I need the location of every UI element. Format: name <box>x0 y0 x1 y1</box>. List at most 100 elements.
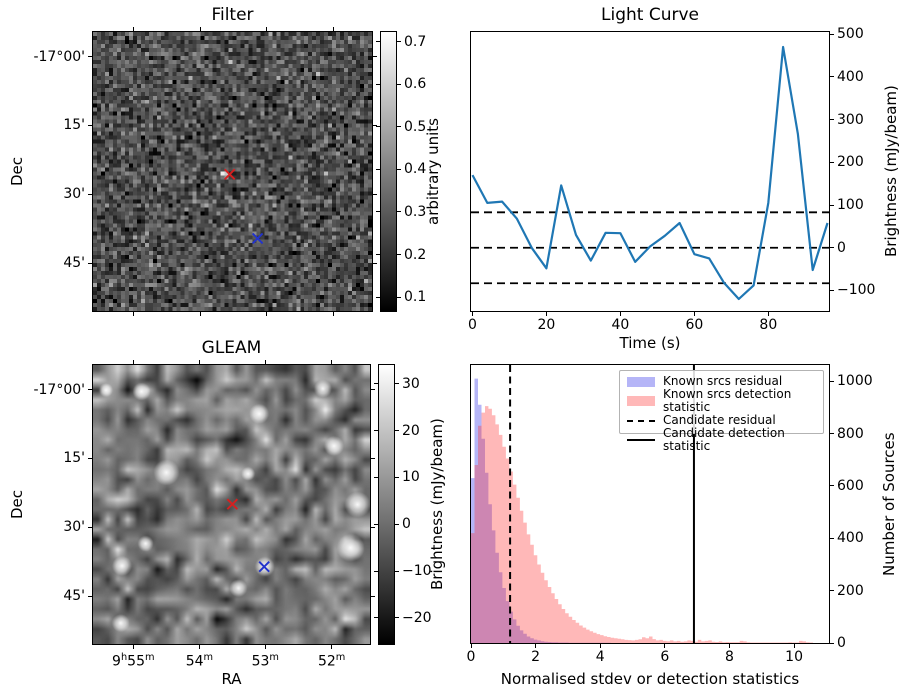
legend-item-candidate-detstat: Candidate detection statistic <box>627 427 816 453</box>
stdev-tick-label: 8 <box>725 649 734 665</box>
tick-mark <box>332 27 334 31</box>
gleam-colorbar <box>378 364 395 645</box>
tick-mark <box>693 312 695 316</box>
tick-mark <box>376 211 380 213</box>
dec-tick-label: 15' <box>63 117 85 134</box>
tick-mark <box>376 83 380 85</box>
lightcurve-plot-panel <box>470 31 830 312</box>
tick-mark <box>88 262 92 264</box>
dec-tick-label: 45' <box>63 588 85 605</box>
stdev-tick-label: 6 <box>660 649 670 665</box>
tick-mark <box>470 644 472 648</box>
candidate-cross <box>226 498 239 510</box>
tick-mark <box>331 360 333 364</box>
tick-mark <box>376 254 380 256</box>
legend-item-known-residual: Known srcs residual <box>627 375 816 388</box>
colorbar-tick-label: 0 <box>402 516 411 533</box>
colorbar-tick-label: −10 <box>402 563 432 579</box>
tick-mark <box>830 289 834 291</box>
colorbar-tick-label: 0.1 <box>404 289 427 306</box>
tick-mark <box>88 56 92 58</box>
pink-patch-swatch <box>627 396 655 406</box>
tick-mark <box>88 389 92 391</box>
brightness-tick-label: 0 <box>837 239 846 256</box>
tick-mark <box>374 383 378 385</box>
tick-mark <box>767 312 769 316</box>
colorbar-tick-label: 0.5 <box>404 118 427 135</box>
tick-mark <box>374 617 378 619</box>
known-srcs-detstat-histogram <box>471 406 813 643</box>
gleam-image-panel <box>92 364 371 645</box>
colorbar-tick-label: 10 <box>402 469 420 486</box>
stdev-tick-label: 10 <box>785 649 803 665</box>
time-tick-label: 60 <box>685 317 704 333</box>
tick-mark <box>395 476 399 478</box>
tick-mark <box>198 645 200 649</box>
tick-mark <box>397 254 401 256</box>
tick-mark <box>397 41 401 43</box>
ra-tick-label: 53m <box>251 652 279 670</box>
tick-mark <box>376 41 380 43</box>
colorbar-tick-label: 0.6 <box>404 76 427 93</box>
tick-mark <box>830 247 834 249</box>
lightcurve-ylabel: Brightness (mJy/beam) <box>882 85 900 258</box>
stdev-tick-label: 0 <box>466 649 476 665</box>
dec-tick-label: -17°00' <box>33 48 85 65</box>
sources-tick-label: 600 <box>837 477 864 494</box>
tick-mark <box>374 430 378 431</box>
colorbar-tick-label: 0.3 <box>404 203 427 220</box>
brightness-tick-label: 500 <box>837 26 864 43</box>
ra-tick-label: 52m <box>317 652 346 670</box>
tick-mark <box>793 644 795 648</box>
candidate-cross <box>224 168 236 180</box>
gleam-title: GLEAM <box>201 338 262 358</box>
legend-item-candidate-residual: Candidate residual <box>627 414 816 427</box>
histogram-legend: Known srcs residual Known srcs detection… <box>619 370 824 453</box>
reference-cross <box>258 561 270 573</box>
filter-colorbar-label: arbitrary units <box>424 118 442 225</box>
tick-mark <box>397 126 401 128</box>
lightcurve-title: Light Curve <box>601 5 699 25</box>
tick-mark <box>133 27 135 31</box>
legend-label: Candidate detection statistic <box>663 426 785 453</box>
tick-mark <box>376 296 380 298</box>
sources-tick-label: 1000 <box>837 373 873 390</box>
lightcurve-plot <box>471 45 829 301</box>
tick-mark <box>373 262 377 264</box>
tick-mark <box>830 119 834 121</box>
dec-tick-label: 30' <box>63 186 85 203</box>
tick-mark <box>88 526 92 528</box>
ra-tick-label: 9h55m <box>112 652 155 670</box>
legend-label: Candidate residual <box>663 413 776 427</box>
tick-mark <box>830 380 834 382</box>
brightness-tick-label: −100 <box>837 282 876 299</box>
tick-mark <box>264 360 266 364</box>
brightness-tick-label: 300 <box>837 111 864 128</box>
tick-mark <box>373 193 377 195</box>
tick-mark <box>374 570 378 572</box>
gleam-colorbar-label: Brightness (mJy/beam) <box>428 418 446 591</box>
tick-mark <box>395 383 399 385</box>
tick-mark <box>88 457 92 459</box>
sources-tick-label: 800 <box>837 425 864 442</box>
tick-mark <box>830 33 834 35</box>
tick-mark <box>88 193 92 195</box>
lightcurve-xlabel: Time (s) <box>619 334 681 352</box>
filter-title: Filter <box>211 5 254 25</box>
colorbar-tick-label: 0.7 <box>404 33 427 50</box>
colorbar-tick-label: −20 <box>402 609 432 626</box>
sources-tick-label: 400 <box>837 530 864 547</box>
tick-mark <box>395 570 399 572</box>
tick-mark <box>395 430 399 431</box>
time-tick-label: 0 <box>468 317 477 333</box>
tick-mark <box>373 56 377 58</box>
tick-mark <box>599 644 601 648</box>
tick-mark <box>371 389 375 391</box>
tick-mark <box>132 645 134 649</box>
tick-mark <box>199 312 201 316</box>
dec-tick-label: 45' <box>63 255 85 272</box>
tick-mark <box>88 595 92 597</box>
tick-mark <box>830 161 834 163</box>
known-srcs-residual-histogram <box>471 378 611 643</box>
